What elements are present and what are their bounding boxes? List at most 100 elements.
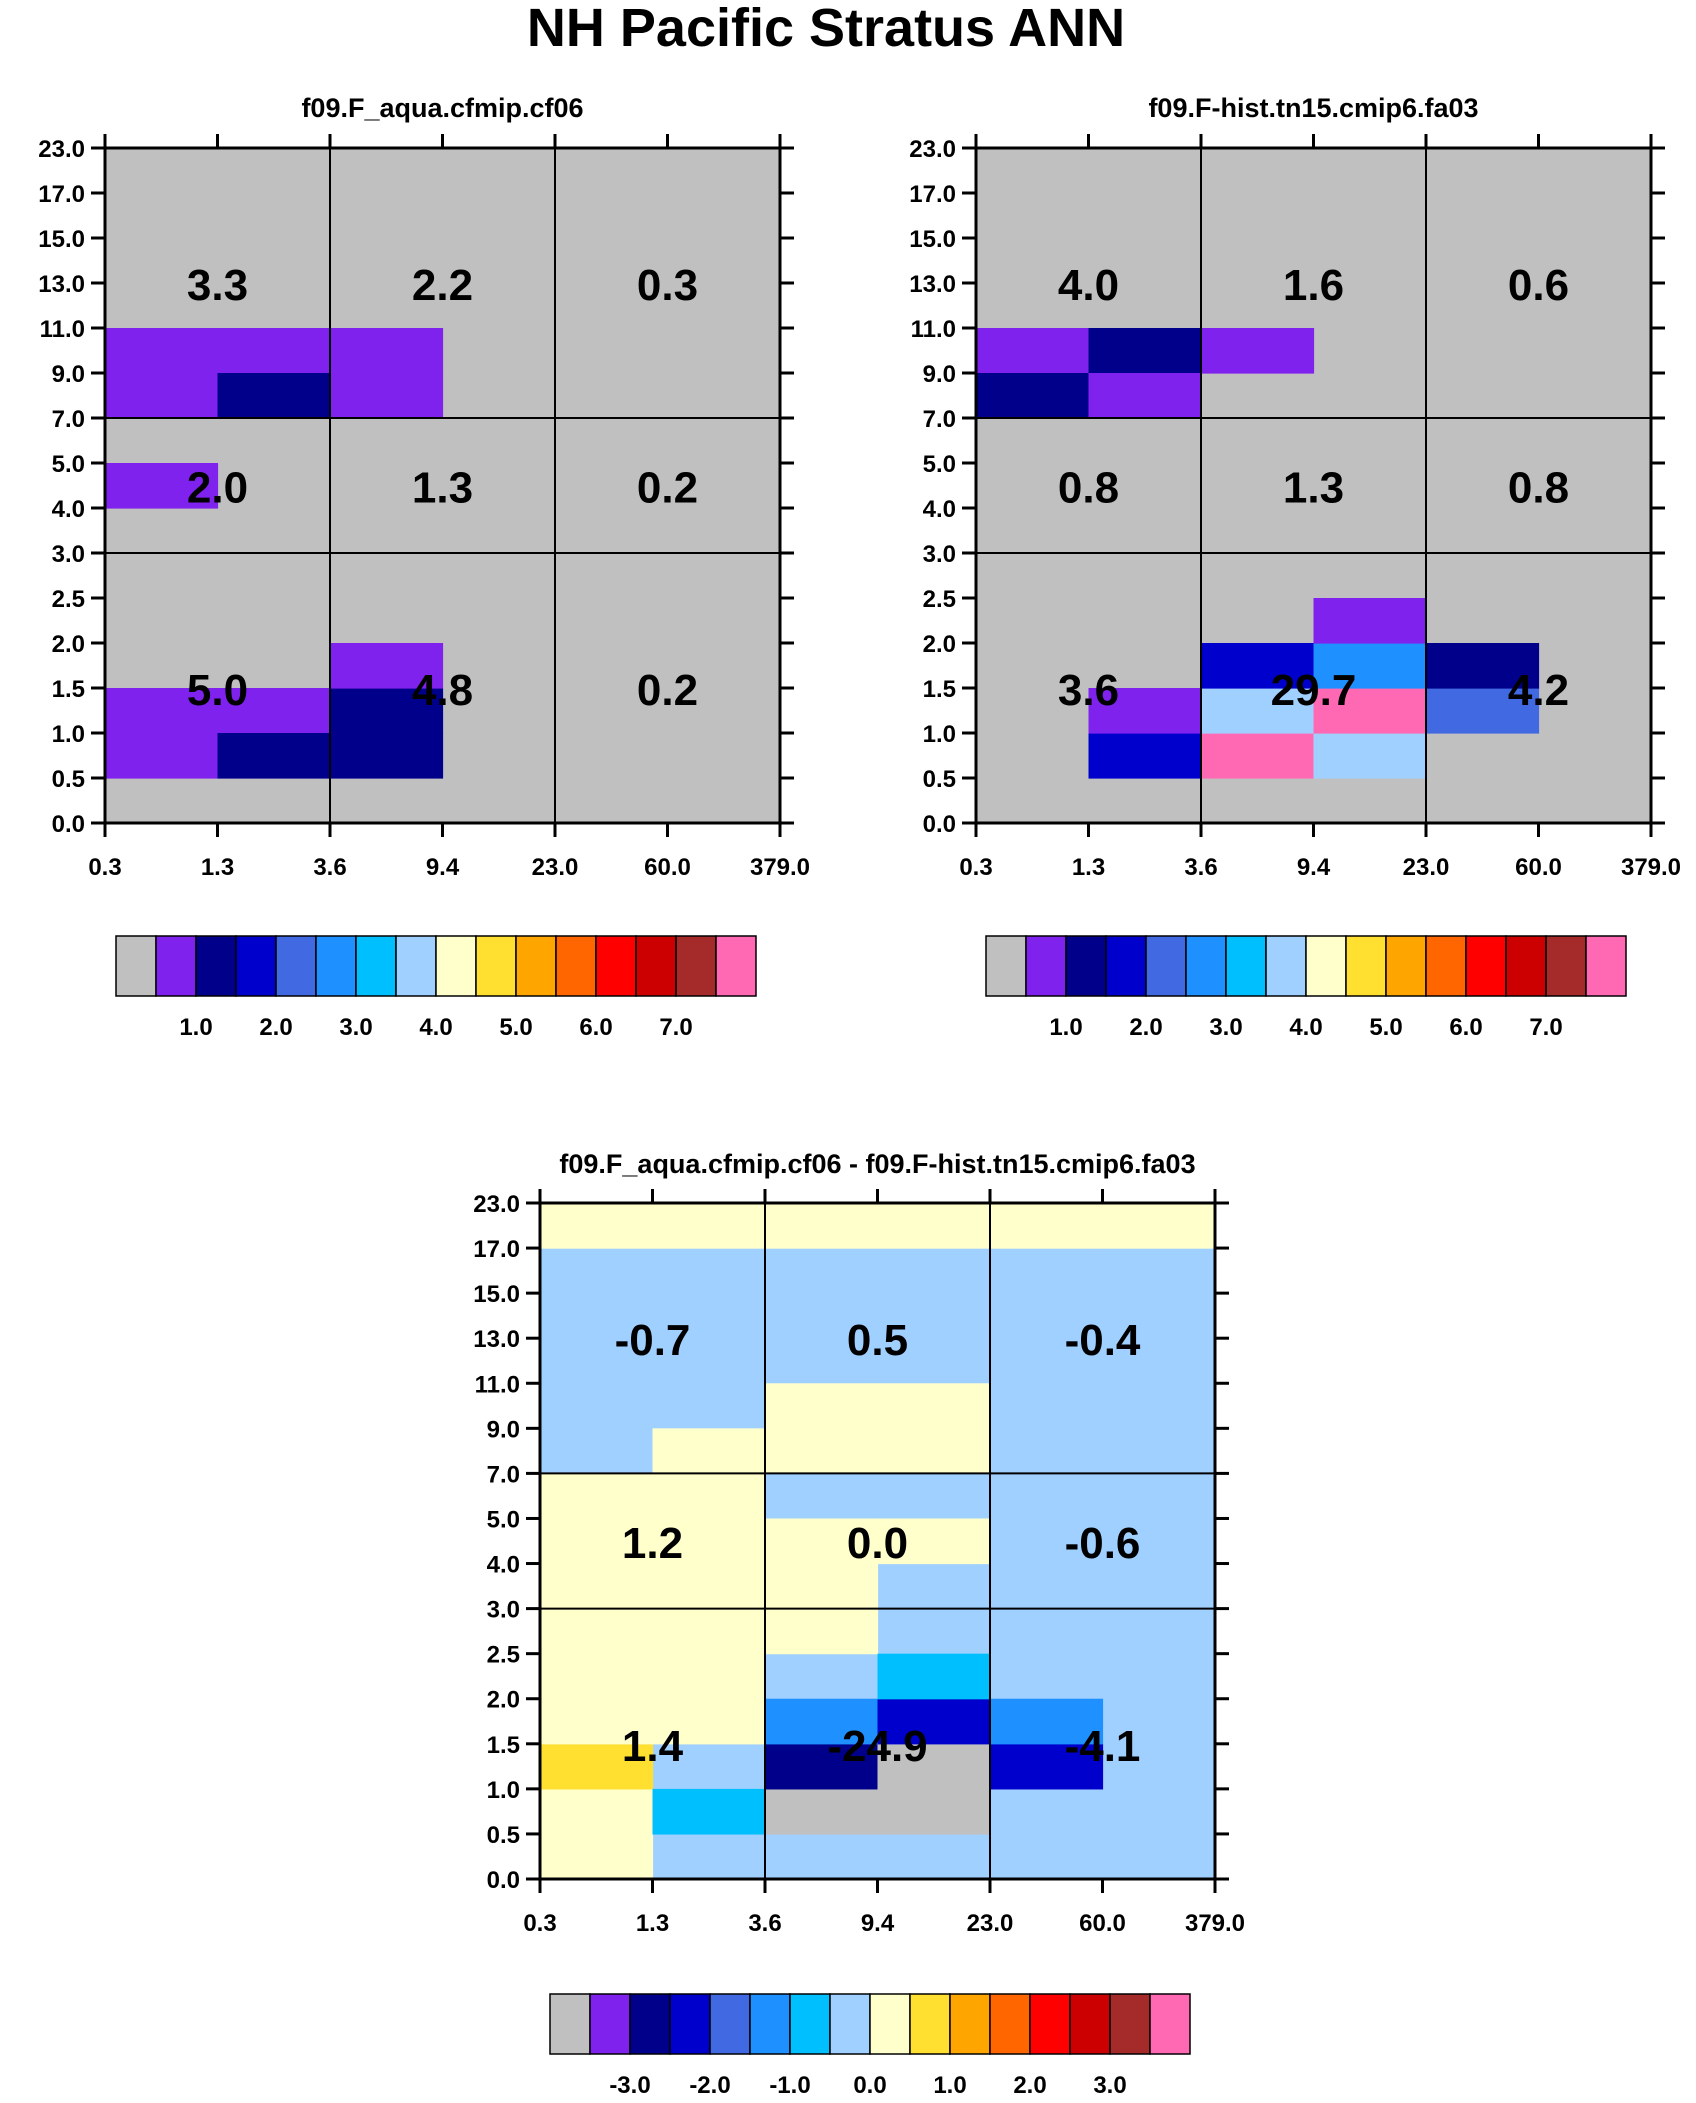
colorbar-swatch [1545,935,1587,997]
colorbar-label: 4.0 [1289,1014,1322,1041]
region-value-label: 2.0 [187,464,248,513]
x-tick-label: 9.4 [1297,854,1331,881]
heatmap-cell [105,688,219,734]
y-tick-label: 17.0 [38,181,85,208]
colorbar-label: 0.0 [853,2072,886,2099]
colorbar-swatch [1105,935,1147,997]
y-tick-label: 11.0 [40,316,85,343]
heatmap-cell [330,328,444,374]
y-tick-label: 15.0 [473,1281,520,1308]
heatmap-cell [1313,688,1427,734]
y-tick-label: 13.0 [909,271,956,298]
region-value-label: 0.0 [847,1519,908,1568]
heatmap-cell [765,1743,879,1790]
colorbar-swatch [435,935,477,997]
x-tick-label: 23.0 [532,854,579,881]
y-tick-label: 4.0 [923,496,956,523]
heatmap-cell [217,733,331,779]
colorbar-label: 5.0 [1369,1014,1402,1041]
heatmap-cell [1313,643,1427,689]
colorbar-swatch [235,935,277,997]
heatmap-cell [540,1653,654,1700]
x-tick-label: 3.6 [1184,854,1217,881]
region-value-label: 4.2 [1508,666,1569,715]
y-tick-label: 15.0 [909,226,956,253]
heatmap-cell [652,1473,766,1520]
y-tick-label: 4.0 [52,496,85,523]
region-value-label: 1.4 [622,1722,684,1771]
y-tick-label: 0.5 [52,766,85,793]
heatmap-cell [1201,733,1315,779]
heatmap-cell [1088,373,1202,419]
colorbar-swatch [475,935,517,997]
panel-difference: f09.F_aqua.cfmip.cf06 - f09.F-hist.tn15.… [473,1149,1245,2099]
colorbar-swatch [1225,935,1267,997]
heatmap-cell [540,1788,654,1835]
y-tick-label: 2.5 [487,1642,520,1669]
colorbar-swatch [1265,935,1307,997]
colorbar-swatch [1185,935,1227,997]
heatmap-cell [1102,1203,1216,1249]
heatmap-cell [652,1788,766,1835]
colorbar-swatch [515,935,557,997]
y-tick-label: 7.0 [487,1461,520,1488]
colorbar-swatch [909,1993,951,2055]
heatmap-cell [105,328,219,374]
x-tick-label: 60.0 [644,854,691,881]
colorbar-label: -3.0 [609,2072,650,2099]
colorbar-swatch [635,935,677,997]
colorbar-label: -2.0 [689,2072,730,2099]
heatmap-cell [105,373,219,419]
colorbar-swatch [675,935,717,997]
region-value-label: 4.0 [1058,261,1119,310]
heatmap-cell [540,1518,654,1565]
y-tick-label: 1.5 [52,676,85,703]
colorbar-label: 1.0 [1049,1014,1082,1041]
region-value-label: 0.3 [637,261,698,310]
colorbar-swatch [1305,935,1347,997]
heatmap-cell [652,1428,766,1474]
colorbar-swatch [315,935,357,997]
heatmap-cell [540,1743,654,1790]
y-tick-label: 1.0 [923,721,956,748]
colorbar-label: 7.0 [659,1014,692,1041]
heatmap-cell [765,1788,879,1835]
colorbar-label: 2.0 [1013,2072,1046,2099]
heatmap-cell [652,1203,766,1249]
heatmap-cell [976,328,1090,374]
colorbar-swatch [355,935,397,997]
colorbar-swatch [275,935,317,997]
heatmap-cell [540,1203,654,1249]
colorbar-swatch [1149,1993,1191,2055]
heatmap-cell [217,373,331,419]
x-tick-label: 379.0 [1185,1910,1245,1937]
heatmap-cell [990,1698,1104,1745]
figure-title: NH Pacific Stratus ANN [527,0,1125,58]
heatmap-cell [540,1833,654,1880]
y-tick-label: 0.0 [923,811,956,838]
colorbar-label: 4.0 [419,1014,452,1041]
colorbar-swatch [1069,1993,1111,2055]
y-tick-label: 9.0 [52,361,85,388]
heatmap-cell [877,1383,991,1429]
y-tick-label: 5.0 [487,1506,520,1533]
heatmap-cell [1313,733,1427,779]
colorbar-label: 7.0 [1529,1014,1562,1041]
heatmap-cell [990,1743,1104,1790]
colorbar-swatch [395,935,437,997]
region-value-label: 2.2 [412,261,473,310]
colorbar-swatch [715,935,757,997]
x-tick-label: 3.6 [313,854,346,881]
y-tick-label: 2.5 [52,586,85,613]
y-tick-label: 2.0 [487,1687,520,1714]
heatmap-cell [652,1518,766,1565]
colorbar-swatch [669,1993,711,2055]
y-tick-label: 0.5 [923,766,956,793]
heatmap-cell [330,643,444,689]
x-tick-label: 60.0 [1079,1910,1126,1937]
heatmap-cell [877,1743,991,1790]
y-tick-label: 15.0 [38,226,85,253]
colorbar-swatch [1465,935,1507,997]
x-tick-label: 1.3 [1072,854,1105,881]
